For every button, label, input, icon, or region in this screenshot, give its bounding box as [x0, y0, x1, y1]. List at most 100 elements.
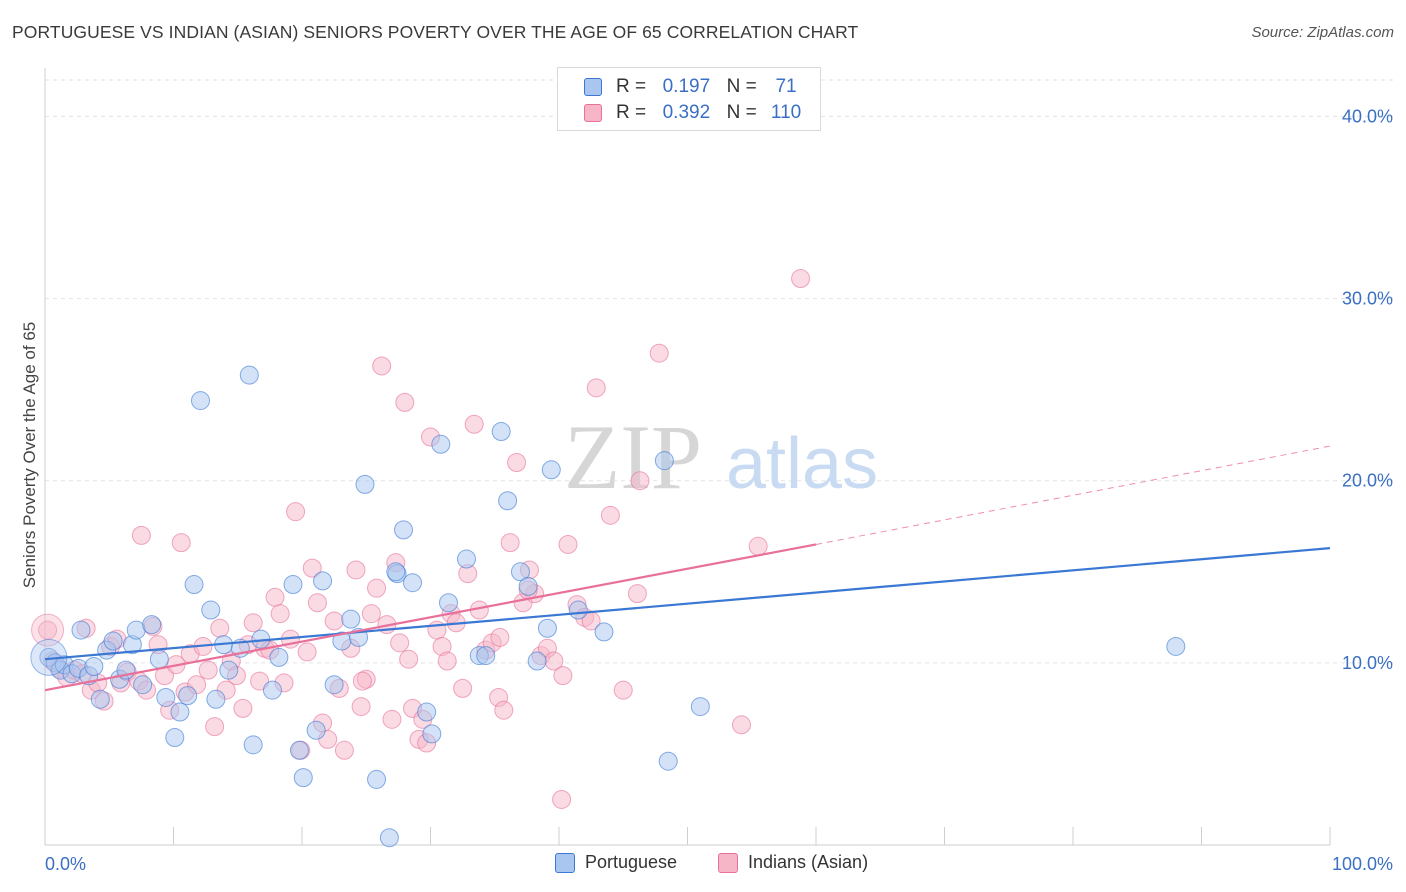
portuguese-point — [262, 680, 282, 700]
portuguese-point — [417, 702, 437, 722]
legend-swatch-indians — [584, 104, 602, 122]
y-tick-label: 10.0% — [1342, 653, 1393, 673]
indians-point — [437, 651, 457, 671]
indians-point — [552, 789, 572, 809]
trend-lines — [44, 445, 1331, 692]
legend-r-value-portuguese: 0.197 — [662, 76, 711, 97]
portuguese-point — [403, 573, 423, 593]
chart-title: PORTUGUESE VS INDIAN (ASIAN) SENIORS POV… — [12, 22, 859, 42]
portuguese-point — [103, 631, 123, 651]
indians-point — [649, 343, 669, 363]
indians-point — [205, 717, 225, 737]
portuguese-point — [491, 422, 511, 442]
indians-point — [361, 604, 381, 624]
portuguese-point — [379, 828, 399, 848]
portuguese-point — [239, 365, 259, 385]
portuguese-point — [386, 562, 406, 582]
indians-point — [390, 633, 410, 653]
indians-point — [453, 678, 473, 698]
indians-point — [494, 700, 514, 720]
portuguese-point — [541, 460, 561, 480]
portuguese-point — [1166, 636, 1186, 656]
indians-point — [131, 525, 151, 545]
indians-point — [198, 660, 218, 680]
legend-r-label: R = — [616, 102, 647, 123]
portuguese-point — [90, 689, 110, 709]
indians-point — [233, 698, 253, 718]
indians-point — [286, 502, 306, 522]
portuguese-point — [654, 451, 674, 471]
portuguese-point — [527, 651, 547, 671]
legend-r-value-indians: 0.392 — [662, 102, 711, 123]
portuguese-point — [498, 491, 518, 511]
portuguese-point — [690, 697, 710, 717]
portuguese-point — [341, 609, 361, 629]
watermark-zip: ZIP — [564, 406, 702, 508]
indians-trend-extension — [815, 445, 1331, 545]
indians-point — [613, 680, 633, 700]
indians-point — [490, 627, 510, 647]
indians-point — [31, 613, 65, 647]
indians-point — [586, 378, 606, 398]
axes — [44, 68, 1331, 846]
portuguese-point — [206, 689, 226, 709]
indians-point — [464, 414, 484, 434]
legend-r-label: R = — [616, 76, 647, 97]
indians-point — [250, 671, 270, 691]
portuguese-point — [537, 618, 557, 638]
portuguese-point — [84, 657, 104, 676]
bottom-legend-swatch-portuguese — [555, 853, 575, 873]
portuguese-point — [219, 660, 239, 680]
portuguese-point — [293, 768, 313, 788]
indians-points — [31, 269, 811, 809]
y-tick-label: 40.0% — [1342, 106, 1393, 126]
x-tick-label: 100.0% — [1332, 854, 1393, 874]
indians-point — [265, 587, 285, 607]
bottom-legend-label-portuguese: Portuguese — [585, 852, 678, 872]
indians-point — [351, 697, 371, 717]
tick-labels: 10.0% 20.0% 30.0% 40.0% 0.0% 100.0% — [45, 106, 1393, 874]
portuguese-point — [133, 675, 153, 695]
portuguese-point — [269, 647, 289, 667]
portuguese-point — [568, 600, 588, 620]
legend-n-value-indians: 110 — [770, 102, 802, 123]
portuguese-point — [178, 686, 198, 706]
indians-point — [627, 584, 647, 604]
indians-point — [553, 666, 573, 686]
indians-point — [558, 534, 578, 554]
indians-trend-line — [44, 543, 817, 692]
x-tick-label: 0.0% — [45, 854, 86, 874]
portuguese-point — [313, 571, 333, 591]
indians-point — [630, 471, 650, 491]
portuguese-point — [355, 474, 375, 494]
portuguese-point — [289, 740, 309, 760]
y-tick-label: 20.0% — [1342, 471, 1393, 491]
y-tick-label: 30.0% — [1342, 289, 1393, 309]
legend-n-label: N = — [726, 102, 757, 123]
indians-point — [507, 453, 527, 472]
portuguese-point — [165, 728, 185, 748]
indians-point — [399, 649, 419, 669]
indians-point — [302, 558, 322, 578]
portuguese-trend-line — [44, 547, 1331, 661]
legend: R = 0.197 N = 71 R = 0.392 N = 110 — [557, 67, 821, 131]
portuguese-point — [184, 575, 204, 595]
portuguese-point — [422, 724, 442, 744]
indians-point — [346, 560, 366, 580]
portuguese-point — [201, 600, 221, 620]
watermark-atlas: atlas — [726, 424, 878, 504]
indians-point — [372, 356, 392, 376]
portuguese-point — [456, 549, 476, 569]
portuguese-point — [149, 649, 169, 669]
portuguese-point — [518, 576, 538, 596]
portuguese-point — [190, 391, 210, 411]
indians-point — [171, 533, 191, 553]
bottom-legend-label-indians: Indians (Asian) — [748, 852, 869, 872]
watermark: ZIP atlas — [564, 406, 878, 508]
portuguese-point — [243, 735, 263, 755]
indians-point — [395, 392, 415, 412]
portuguese-point — [510, 562, 530, 582]
portuguese-point — [658, 751, 678, 771]
indians-point — [382, 709, 402, 729]
